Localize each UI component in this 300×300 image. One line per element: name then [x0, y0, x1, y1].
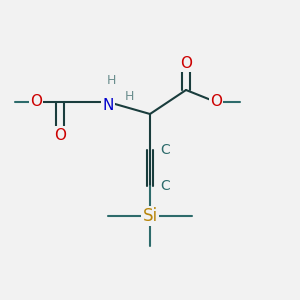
Text: H: H [124, 89, 134, 103]
Text: C: C [160, 143, 170, 157]
Text: N: N [102, 98, 114, 112]
Text: O: O [210, 94, 222, 110]
Text: O: O [54, 128, 66, 142]
Text: O: O [30, 94, 42, 110]
Text: H: H [106, 74, 116, 88]
Text: O: O [180, 56, 192, 70]
Text: C: C [160, 179, 170, 193]
Text: Si: Si [142, 207, 158, 225]
